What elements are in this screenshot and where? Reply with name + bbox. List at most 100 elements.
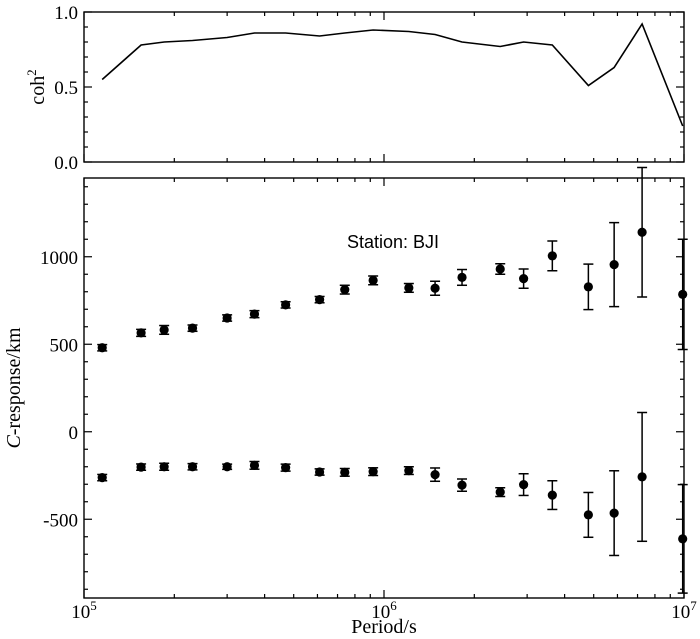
coherence-ticks xyxy=(83,11,685,163)
real-marker xyxy=(340,285,350,295)
imaginary-marker xyxy=(519,480,529,490)
c-response-y-tick-label: -500 xyxy=(43,510,78,531)
imaginary-point xyxy=(637,411,648,543)
coherence-y-tick-label: 1.0 xyxy=(54,3,78,24)
real-point xyxy=(457,268,468,287)
real-point xyxy=(222,313,233,323)
real-marker xyxy=(457,272,467,282)
imaginary-marker xyxy=(222,462,232,472)
x-tick-label: 107 xyxy=(671,598,697,623)
imaginary-point xyxy=(457,478,468,492)
coherence-panel: 0.0 0.5 1.0 coh2 xyxy=(24,3,685,174)
imaginary-point xyxy=(583,491,594,539)
imaginary-point xyxy=(314,467,325,477)
imaginary-marker xyxy=(314,467,325,477)
real-point xyxy=(249,309,260,319)
imaginary-marker xyxy=(495,487,505,497)
imaginary-marker xyxy=(583,510,593,520)
c-response-y-tick-label: 1000 xyxy=(40,248,78,269)
coherence-y-tick-label: 0.0 xyxy=(54,153,78,174)
real-point xyxy=(136,328,147,338)
real-marker xyxy=(430,283,440,293)
imaginary-point xyxy=(518,473,529,497)
imaginary-marker xyxy=(678,534,688,544)
real-marker xyxy=(249,309,260,319)
imaginary-marker xyxy=(187,462,198,472)
imaginary-marker xyxy=(249,460,260,470)
imaginary-marker xyxy=(547,490,557,500)
imaginary-point xyxy=(97,473,108,483)
real-marker xyxy=(281,300,291,310)
c-response-y-tick-label: 500 xyxy=(50,335,79,356)
real-marker xyxy=(187,323,198,333)
real-point xyxy=(280,300,291,310)
imaginary-point xyxy=(339,467,350,477)
real-point xyxy=(583,263,594,311)
coherence-y-axis-title: coh2 xyxy=(24,69,49,104)
real-marker xyxy=(637,227,647,237)
coherence-line xyxy=(101,22,684,127)
real-point xyxy=(368,275,379,286)
imaginary-marker xyxy=(637,472,647,482)
imaginary-point xyxy=(222,462,233,472)
real-marker xyxy=(519,274,529,284)
c-response-y-tick-label: 0 xyxy=(69,423,79,444)
real-marker xyxy=(159,325,169,335)
real-marker xyxy=(404,283,414,293)
imaginary-marker xyxy=(368,467,378,477)
real-marker xyxy=(222,313,232,323)
real-point xyxy=(495,263,506,275)
c-response-y-axis-title: C-response/km xyxy=(3,327,25,449)
real-point xyxy=(547,240,558,272)
real-point xyxy=(637,166,648,298)
real-point xyxy=(403,282,414,294)
real-point xyxy=(187,323,198,333)
real-point xyxy=(518,268,529,289)
imaginary-marker xyxy=(97,473,107,483)
station-annotation: Station: BJI xyxy=(347,232,439,252)
real-marker xyxy=(609,260,619,270)
real-marker xyxy=(547,251,557,261)
imaginary-point xyxy=(249,460,260,470)
imaginary-point xyxy=(368,467,379,477)
c-response-y-tick-labels: -500 0 500 1000 xyxy=(40,248,78,532)
imaginary-marker xyxy=(404,466,414,476)
imaginary-marker xyxy=(159,462,169,472)
real-marker xyxy=(583,282,593,292)
imaginary-marker xyxy=(430,470,440,480)
real-marker xyxy=(136,328,146,338)
coherence-y-tick-label: 0.5 xyxy=(54,78,78,99)
imaginary-point xyxy=(547,480,558,511)
imaginary-marker xyxy=(457,480,467,490)
c-response-data-points xyxy=(97,166,688,594)
real-point xyxy=(159,324,170,336)
c-response-panel: -500 0 500 1000 105 106 107 Station: BJI C-re… xyxy=(3,166,697,638)
real-point xyxy=(339,284,350,295)
imaginary-point xyxy=(403,466,414,476)
real-marker xyxy=(97,343,107,353)
real-marker xyxy=(495,264,505,274)
imaginary-marker xyxy=(340,467,350,477)
real-point xyxy=(609,221,620,308)
x-tick-label: 106 xyxy=(371,598,397,623)
real-point xyxy=(314,295,325,305)
imaginary-point xyxy=(430,467,441,483)
real-point xyxy=(97,343,108,353)
imaginary-marker xyxy=(281,463,291,473)
imaginary-marker xyxy=(136,462,146,472)
real-marker xyxy=(314,295,325,305)
x-axis-title: Period/s xyxy=(351,616,417,638)
real-point xyxy=(677,238,688,351)
imaginary-marker xyxy=(609,508,619,518)
real-marker xyxy=(368,275,378,285)
imaginary-point xyxy=(280,463,291,473)
real-point xyxy=(430,280,441,296)
imaginary-point xyxy=(187,462,198,472)
imaginary-point xyxy=(609,470,620,557)
imaginary-point xyxy=(495,487,506,498)
imaginary-point xyxy=(136,462,147,472)
x-tick-label: 105 xyxy=(71,598,97,623)
real-marker xyxy=(678,289,688,299)
coherence-plot-frame xyxy=(83,11,685,163)
